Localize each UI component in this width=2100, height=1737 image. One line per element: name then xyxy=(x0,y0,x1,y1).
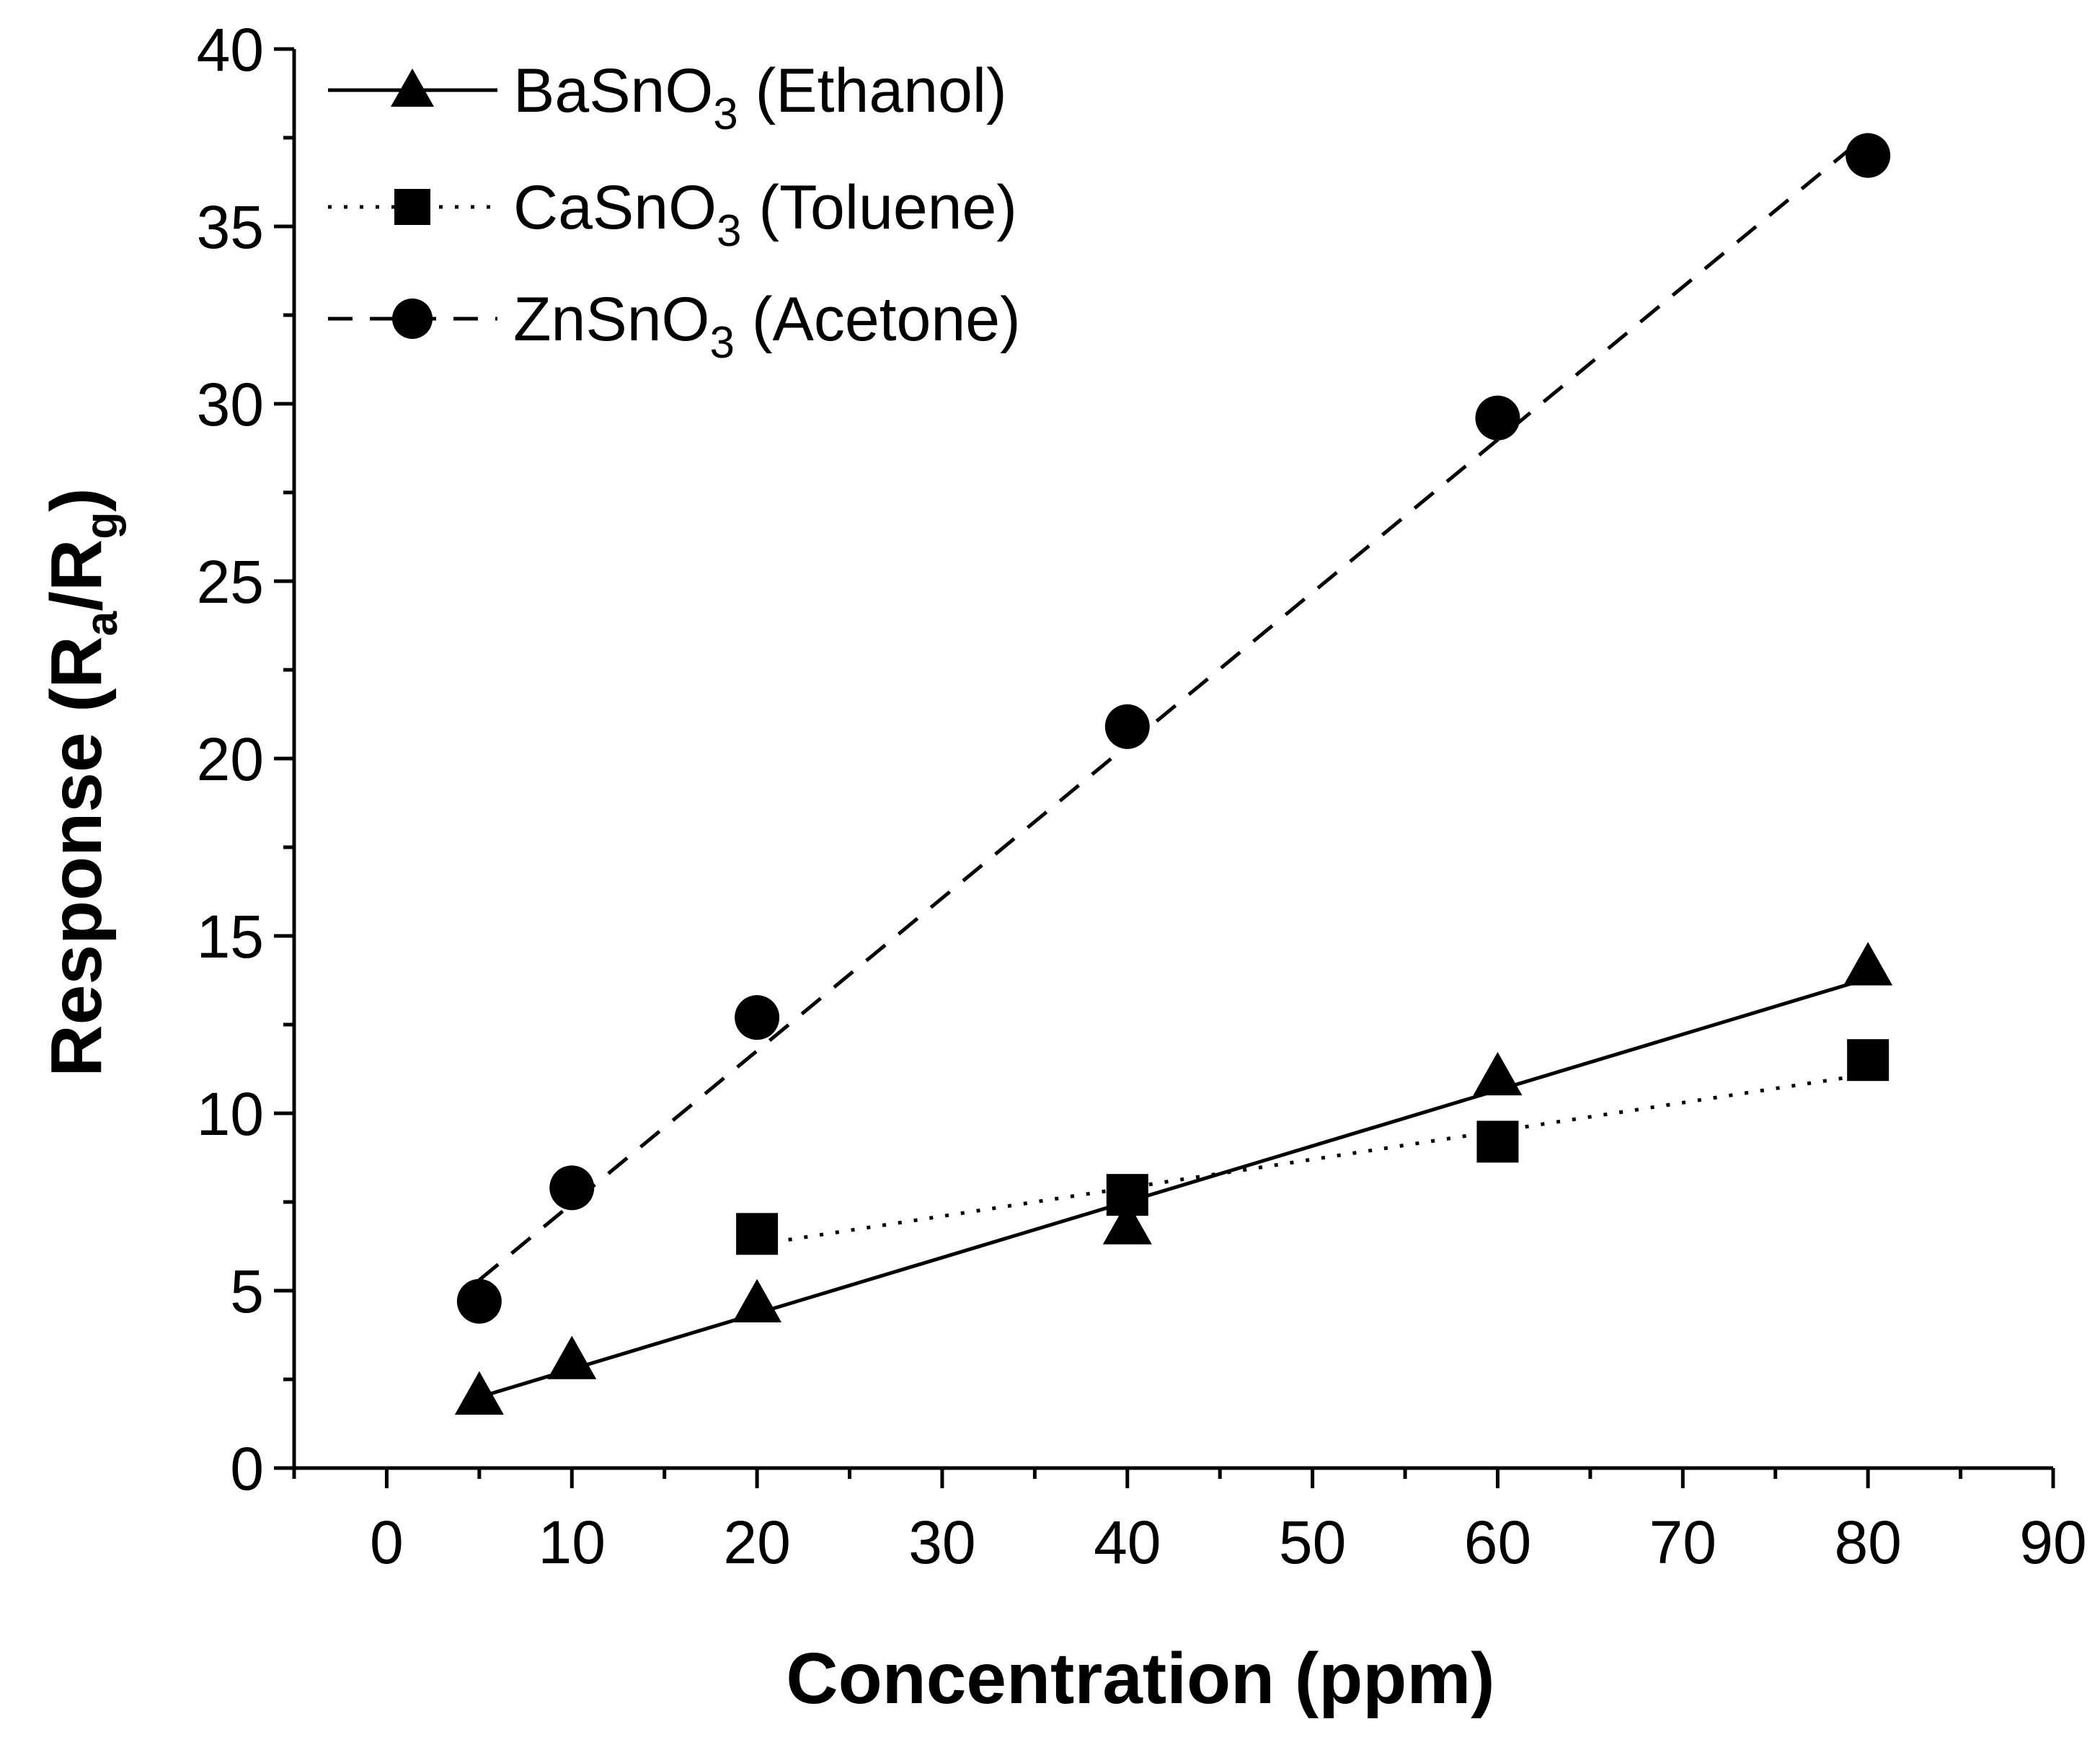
legend-znsno3-gas: (Acetone) xyxy=(735,285,1021,354)
data-point-triangle xyxy=(1102,1201,1152,1245)
data-point-triangle xyxy=(454,1371,504,1415)
data-point-square xyxy=(1847,1039,1889,1082)
y-tick-label: 0 xyxy=(230,1435,264,1503)
axes xyxy=(274,47,2055,1488)
legend-basno3-subscript: 3 xyxy=(713,89,737,139)
legend-item-basno3: BaSnO3 (Ethanol) xyxy=(328,56,1007,139)
legend-casno3-subscript: 3 xyxy=(717,206,741,256)
x-tick-label: 70 xyxy=(1649,1508,1716,1576)
x-tick-label: 90 xyxy=(2019,1508,2086,1576)
data-points xyxy=(454,133,1893,1415)
data-point-triangle xyxy=(547,1335,597,1379)
x-tick-label: 80 xyxy=(1834,1508,1901,1576)
data-point-triangle xyxy=(1473,1051,1523,1096)
x-tick-label: 20 xyxy=(723,1508,790,1576)
x-tick-label: 30 xyxy=(908,1508,975,1576)
y-tick-label: 25 xyxy=(197,548,264,616)
legend-basno3-formula: BaSnO xyxy=(513,56,713,125)
y-tick-label: 40 xyxy=(197,16,264,84)
data-point-square xyxy=(1476,1121,1519,1163)
fit-line-series-2 xyxy=(478,133,1869,1282)
fit-lines xyxy=(478,133,1869,1399)
y-tick-label: 15 xyxy=(197,903,264,971)
y-tick-label: 20 xyxy=(197,725,264,793)
tick-labels: 0 5 10 15 20 25 30 35 40 0 10 20 30 40 50 60 70 80 90 xyxy=(197,16,2087,1576)
legend-item-znsno3: ZnSnO3 (Acetone) xyxy=(328,285,1021,368)
legend-znsno3-subscript: 3 xyxy=(709,318,734,368)
data-point-square xyxy=(736,1213,779,1255)
y-axis-title-main: Response (R xyxy=(36,636,117,1077)
data-point-square xyxy=(1106,1174,1148,1216)
legend-label-znsno3: ZnSnO3 (Acetone) xyxy=(513,285,1021,368)
legend-label-basno3: BaSnO3 (Ethanol) xyxy=(513,56,1007,139)
legend-basno3-gas: (Ethanol) xyxy=(738,56,1007,125)
legend-item-casno3: CaSnO3 (Toluene) xyxy=(328,173,1017,256)
x-tick-label: 40 xyxy=(1094,1508,1161,1576)
data-point-circle xyxy=(735,995,780,1040)
data-point-triangle xyxy=(732,1278,782,1323)
x-tick-label: 0 xyxy=(370,1508,404,1576)
data-point-triangle xyxy=(1843,942,1893,986)
legend-znsno3-formula: ZnSnO xyxy=(513,285,709,354)
y-tick-label: 35 xyxy=(197,193,264,261)
fit-line-series-0 xyxy=(479,976,1869,1399)
legend-label-casno3: CaSnO3 (Toluene) xyxy=(513,173,1017,256)
fit-line-series-1 xyxy=(756,1072,1869,1247)
data-point-circle xyxy=(1846,133,1891,178)
x-tick-label: 60 xyxy=(1464,1508,1531,1576)
y-tick-label: 30 xyxy=(197,371,264,438)
y-tick-label: 5 xyxy=(230,1258,264,1325)
legend-triangle-icon xyxy=(391,68,434,107)
data-point-circle xyxy=(1104,704,1150,749)
legend: BaSnO3 (Ethanol) CaSnO3 (Toluene) ZnSnO3… xyxy=(328,56,1021,368)
legend-casno3-gas: (Toluene) xyxy=(742,173,1017,242)
y-axis-title-sub-a: a xyxy=(77,611,127,636)
legend-casno3-formula: CaSnO xyxy=(513,173,717,242)
y-axis-title-slash: /R xyxy=(36,539,117,611)
data-point-circle xyxy=(549,1165,595,1211)
legend-circle-icon xyxy=(392,299,433,339)
y-axis-title-sub-g: g xyxy=(77,512,127,539)
legend-square-icon xyxy=(394,189,430,225)
x-tick-label: 50 xyxy=(1279,1508,1346,1576)
x-axis-title: Concentration (ppm) xyxy=(786,1638,1494,1719)
data-point-circle xyxy=(1475,395,1520,441)
y-tick-label: 10 xyxy=(197,1080,264,1148)
data-point-circle xyxy=(456,1278,502,1324)
y-axis-title-close: ) xyxy=(36,488,117,512)
y-axis-title: Response (Ra/Rg) xyxy=(36,488,127,1077)
x-tick-label: 10 xyxy=(539,1508,606,1576)
